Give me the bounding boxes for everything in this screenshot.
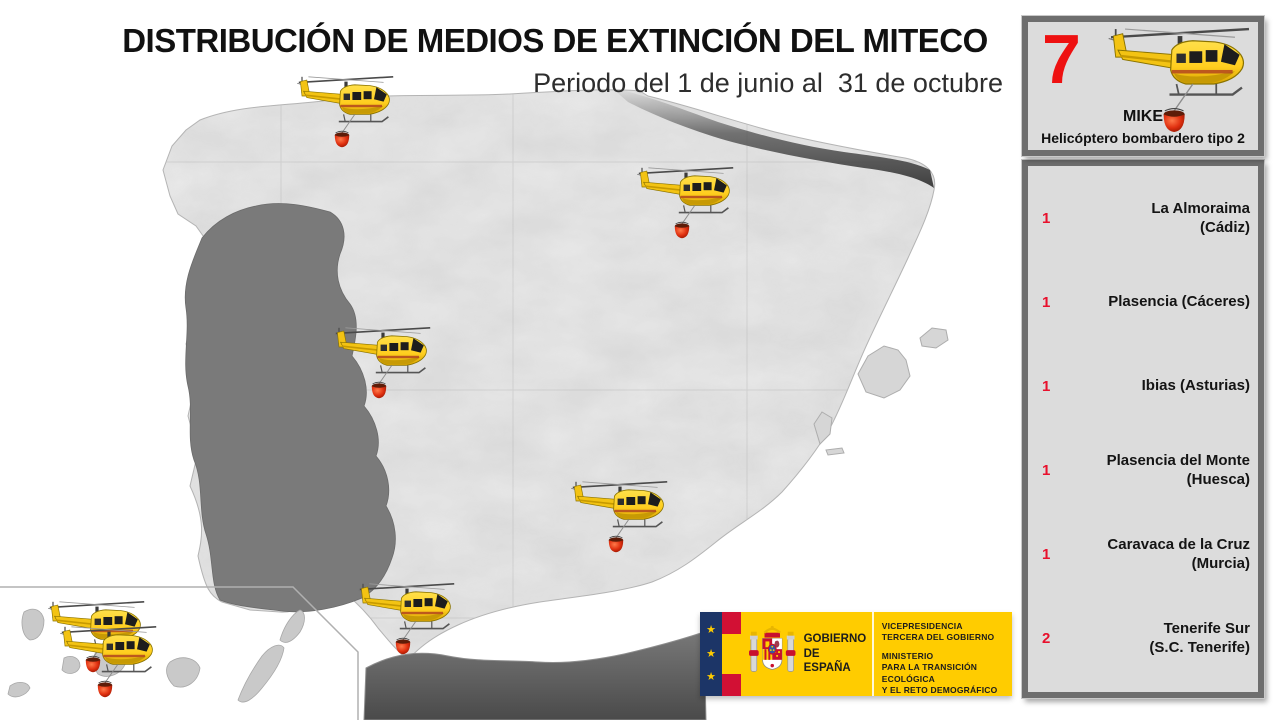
base-count: 1 (1042, 209, 1051, 227)
base-row: 1 Caravaca de la Cruz (Murcia) (1028, 512, 1258, 596)
base-row: 2 Tenerife Sur (S.C. Tenerife) (1028, 596, 1258, 680)
base-count: 2 (1042, 629, 1051, 647)
total-count: 7 (1042, 20, 1081, 98)
base-row: 1 Plasencia (Cáceres) (1028, 260, 1258, 344)
base-list: 1 La Almoraima (Cádiz) 1 Plasencia (Cáce… (1021, 159, 1265, 699)
resource-panel: 7 MIKE Helicóptero bombardero tipo 2 1 L… (1021, 15, 1265, 699)
star-icon: ★ (706, 623, 716, 636)
vicepresidencia-label: VICEPRESIDENCIA TERCERA DEL GOBIERNO (881, 621, 995, 643)
spain-coat-of-arms-icon (749, 625, 796, 672)
eu-flag-stripe: ★ ★ ★ (700, 612, 722, 696)
base-count: 1 (1042, 461, 1051, 479)
ministry-label-block: VICEPRESIDENCIA TERCERA DEL GOBIERNO MIN… (871, 612, 1012, 696)
page-subtitle: Periodo del 1 de junio al 31 de octubre (533, 68, 1003, 98)
star-icon: ★ (706, 671, 716, 684)
base-name: La Almoraima (Cádiz) (1151, 199, 1250, 237)
government-label: GOBIERNO DE ESPAÑA (803, 633, 867, 675)
canary-inset-border (0, 586, 359, 720)
base-name: Ibias (Asturias) (1141, 377, 1250, 395)
base-name: Tenerife Sur (S.C. Tenerife) (1149, 619, 1250, 657)
page-title: DISTRIBUCIÓN DE MEDIOS DE EXTINCIÓN DEL … (122, 22, 988, 59)
canary-islands (7, 608, 305, 703)
spain-flag-stripe (722, 612, 742, 696)
helicopter-type-label: Helicóptero bombardero tipo 2 (1041, 130, 1245, 146)
resource-panel-header: 7 MIKE Helicóptero bombardero tipo 2 (1021, 15, 1265, 157)
base-name: Plasencia (Cáceres) (1108, 293, 1250, 311)
base-row: 1 La Almoraima (Cádiz) (1028, 176, 1258, 260)
base-count: 1 (1042, 545, 1051, 563)
france-shading (612, 88, 934, 188)
base-row: 1 Ibias (Asturias) (1028, 344, 1258, 428)
ministerio-label: MINISTERIO PARA LA TRANSICIÓN ECOLÓGICA … (881, 650, 998, 696)
base-count: 1 (1042, 377, 1051, 395)
base-row: 1 Plasencia del Monte (Huesca) (1028, 428, 1258, 512)
base-name: Caravaca de la Cruz (Murcia) (1107, 535, 1250, 573)
star-icon: ★ (706, 647, 716, 660)
base-count: 1 (1042, 293, 1051, 311)
logo-main-section: GOBIERNO DE ESPAÑA (741, 612, 872, 696)
government-logo: ★ ★ ★ (700, 612, 1012, 696)
helicopter-name: MIKE (1123, 108, 1163, 125)
base-name: Plasencia del Monte (Huesca) (1106, 451, 1250, 489)
balearic-islands (813, 327, 949, 456)
